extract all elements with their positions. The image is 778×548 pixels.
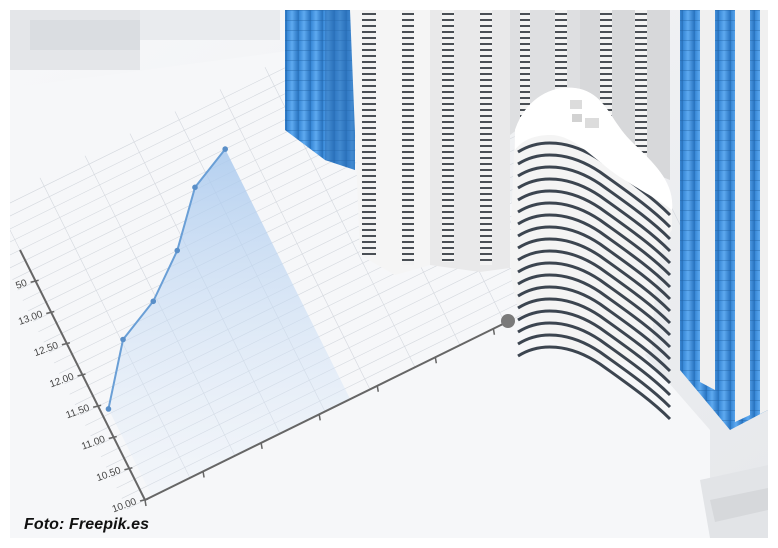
- wave-floor-band: [517, 153, 672, 229]
- wave-floor-band: [517, 297, 672, 373]
- wave-floor-band: [517, 177, 672, 253]
- wave-floor-band: [517, 309, 672, 385]
- chart-point: [150, 298, 157, 305]
- wave-floor-band: [517, 225, 672, 301]
- y-tick: [46, 310, 55, 315]
- chart-points: [105, 146, 228, 412]
- y-tick: [61, 342, 71, 346]
- chart-area-fill: [108, 149, 351, 497]
- glass-tower-right: [680, 10, 768, 430]
- x-tick: [318, 414, 321, 421]
- x-tick: [492, 328, 496, 335]
- x-tick: [260, 442, 263, 450]
- curved-wave-building: [510, 87, 673, 421]
- wave-floor-band: [517, 285, 672, 361]
- x-tick: [202, 471, 205, 478]
- wave-floor-band: [517, 213, 672, 289]
- wave-floor-band: [517, 321, 672, 397]
- y-tick: [108, 435, 117, 440]
- wave-floor-band: [517, 261, 672, 337]
- wave-floor-band: [517, 201, 672, 277]
- x-tick: [434, 357, 438, 364]
- foreground-blocks: [700, 465, 768, 538]
- x-axis: [144, 322, 506, 501]
- x-axis-ticks: [144, 328, 496, 507]
- glass-tower-left: [285, 10, 355, 170]
- grid-line-v: [219, 89, 371, 390]
- photo-credit-caption: Foto: Freepik.es: [24, 516, 150, 533]
- x-axis-end-dot: [501, 314, 515, 328]
- y-tick: [92, 404, 102, 408]
- wave-floor-band: [517, 189, 672, 265]
- photo-frame: 10.00 10.50 11.00 11.50 12.00 12.50 13.00 50: [10, 10, 768, 538]
- x-tick: [376, 385, 379, 392]
- chart-point: [192, 184, 198, 191]
- wave-floor-band: [517, 165, 672, 241]
- wave-floor-band: [517, 249, 672, 325]
- wave-floor-band: [517, 333, 672, 409]
- y-tick: [30, 279, 39, 283]
- chart-point: [120, 336, 126, 343]
- chart-point: [174, 247, 181, 254]
- chart-point: [105, 406, 112, 412]
- background-blocks: [10, 10, 280, 70]
- chart-line: [107, 148, 226, 410]
- y-tick-label: 50: [14, 278, 29, 292]
- y-tick: [139, 498, 149, 502]
- y-tick: [124, 467, 133, 471]
- wave-floor-band: [517, 237, 672, 313]
- wave-floor-band: [517, 345, 672, 421]
- wave-floor-band: [517, 273, 672, 349]
- x-tick: [144, 499, 147, 507]
- y-tick: [77, 373, 86, 377]
- chart-point: [222, 146, 228, 152]
